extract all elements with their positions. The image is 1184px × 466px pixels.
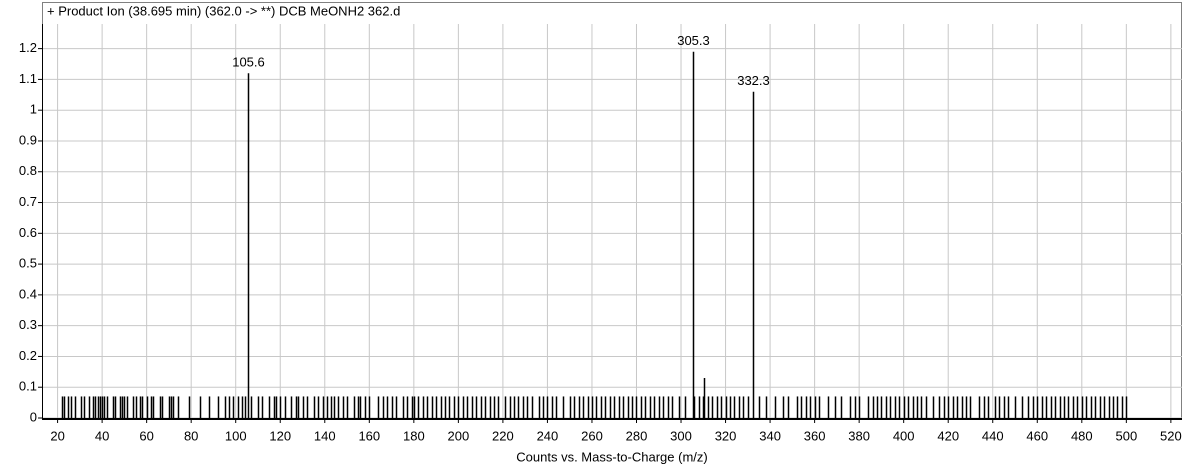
y-tick-label: 0.1 [19, 379, 37, 394]
x-tick-label: 420 [937, 428, 959, 443]
x-tick-label: 440 [982, 428, 1004, 443]
x-tick-label: 120 [269, 428, 291, 443]
y-tick-label: 0.6 [19, 225, 37, 240]
x-tick-label: 520 [1160, 428, 1182, 443]
x-tick-label: 280 [626, 428, 648, 443]
y-tick-label: 0.4 [19, 286, 37, 301]
x-tick-label: 40 [95, 428, 109, 443]
x-axis-label: Counts vs. Mass-to-Charge (m/z) [516, 449, 707, 464]
y-tick-label: 1.1 [19, 71, 37, 86]
x-tick-label: 220 [492, 428, 514, 443]
y-tick-label: 0 [30, 409, 37, 424]
chart-title: + Product Ion (38.695 min) (362.0 -> **)… [47, 3, 400, 18]
x-tick-label: 140 [314, 428, 336, 443]
y-tick-label: 0.3 [19, 317, 37, 332]
peak-label: 105.6 [232, 55, 265, 70]
peak-label: 332.3 [737, 73, 770, 88]
x-tick-label: 200 [448, 428, 470, 443]
x-tick-label: 400 [893, 428, 915, 443]
x-tick-label: 260 [581, 428, 603, 443]
y-tick-label: 0.8 [19, 163, 37, 178]
x-tick-label: 20 [50, 428, 64, 443]
y-tick-label: 0.5 [19, 256, 37, 271]
y-tick-label: 0.2 [19, 348, 37, 363]
y-tick-label: 0.9 [19, 132, 37, 147]
x-tick-label: 480 [1071, 428, 1093, 443]
y-tick-label: 0.7 [19, 194, 37, 209]
x-tick-label: 500 [1115, 428, 1137, 443]
peak-label: 305.3 [677, 33, 710, 48]
y-tick-label: 1.2 [19, 40, 37, 55]
y-tick-label: 1 [30, 102, 37, 117]
x-tick-label: 240 [537, 428, 559, 443]
x-tick-label: 360 [804, 428, 826, 443]
x-tick-label: 460 [1026, 428, 1048, 443]
x-tick-label: 380 [848, 428, 870, 443]
plot-frame [42, 2, 1182, 420]
x-tick-label: 300 [670, 428, 692, 443]
x-tick-label: 340 [759, 428, 781, 443]
x-tick-label: 320 [715, 428, 737, 443]
x-tick-label: 60 [139, 428, 153, 443]
x-tick-label: 80 [184, 428, 198, 443]
x-tick-label: 180 [403, 428, 425, 443]
x-tick-label: 100 [225, 428, 247, 443]
x-tick-label: 160 [358, 428, 380, 443]
